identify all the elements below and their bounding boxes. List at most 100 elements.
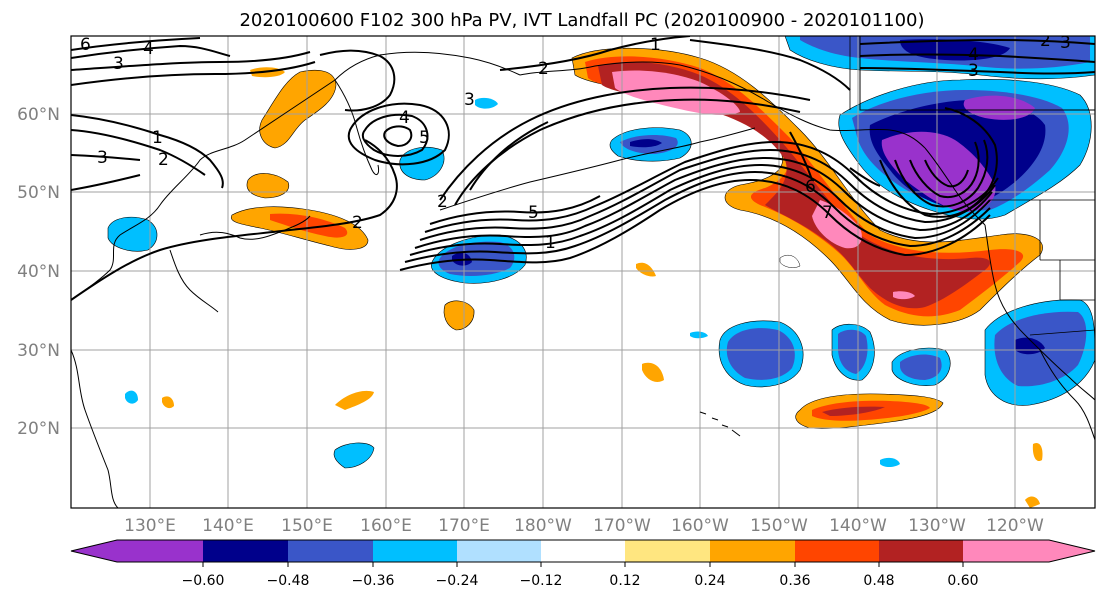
coastline-japan [199, 215, 311, 240]
pv-contour-wave-4 [414, 156, 993, 249]
positive-patch-small-2 [636, 262, 656, 277]
lat-label-20n: 20°N [17, 419, 60, 439]
pv-contour-ne-4 [789, 131, 813, 181]
pv-contour-2-nw [71, 61, 316, 86]
contour-label: 2 [352, 213, 363, 233]
pv-contour-trough-east-3 [909, 141, 980, 198]
longitude-labels: 130°E 140°E 150°E 160°E 170°E 180°W 170°… [124, 516, 1044, 536]
colorbar-segment [963, 540, 1049, 562]
pv-contour-1-west [71, 114, 224, 189]
pv-contour-ne-2 [859, 53, 1095, 63]
colorbar-tick-label: −0.60 [182, 573, 225, 589]
pv-contour-trough-east-2 [894, 139, 989, 208]
coastline-china [71, 349, 119, 508]
colorbar-tick-label: 0.24 [694, 573, 725, 589]
pv-contour-ne-3 [859, 67, 1095, 75]
figure-title: 2020100600 F102 300 hPa PV, IVT Landfall… [239, 10, 924, 31]
positive-patch-small-6 [1025, 496, 1040, 508]
colorbar-tick-label: 0.48 [863, 573, 894, 589]
negative-anomaly-small-c [880, 457, 900, 467]
pv-contour-4-nw [71, 44, 231, 59]
pv-contour-north-arc-5 [689, 39, 851, 91]
lat-label-50n: 50°N [17, 183, 60, 203]
pv-contour-north-arc-4 [499, 36, 691, 71]
contour-label: 3 [464, 90, 475, 110]
border-us-states [1039, 200, 1095, 301]
lon-label-170e: 170°E [438, 516, 490, 536]
colorbar-tick-label: −0.24 [436, 573, 479, 589]
map-frame [70, 35, 1096, 509]
contour-label: 6 [80, 35, 91, 55]
colorbar-segment [117, 540, 203, 562]
lat-label-30n: 30°N [17, 341, 60, 361]
positive-patch-small-5 [1032, 442, 1043, 462]
contour-label: 3 [97, 148, 108, 168]
coastline-west-us [984, 224, 1095, 401]
pv-contour-low-ring-2 [361, 113, 429, 157]
pv-contour-wave-5 [419, 148, 996, 241]
colorbar-segment [288, 540, 373, 562]
pv-contour-3-west [71, 154, 141, 161]
pv-contour-6-nw [71, 37, 201, 51]
lat-label-40n: 40°N [17, 262, 60, 282]
lat-label-60n: 60°N [17, 105, 60, 125]
contour-label: 2 [158, 150, 169, 170]
negative-anomaly-small-d [125, 390, 138, 404]
negative-anomaly-small-e [779, 255, 801, 268]
lon-label-150w: 150°W [750, 516, 808, 536]
pv-contour-wave-1 [399, 178, 991, 271]
negative-anomaly-small-a [333, 442, 375, 469]
contour-label: 1 [545, 233, 556, 253]
pv-contour-north-arc-3 [469, 121, 549, 191]
pv-contour-ne-1 [859, 38, 1095, 45]
lon-label-130e: 130°E [124, 516, 176, 536]
lon-label-160w: 160°W [671, 516, 729, 536]
positive-patch-small-4 [162, 396, 174, 409]
pv-contour-ne-5 [849, 167, 881, 187]
colorbar-min-extend [71, 540, 117, 562]
colorbar-tick-label: 0.12 [609, 573, 640, 589]
negative-anomaly-sub-3-inner [900, 354, 942, 380]
colorbar-tick-label: −0.36 [352, 573, 395, 589]
pv-contour-ridge-1 [319, 49, 396, 112]
lon-label-140e: 140°E [202, 516, 254, 536]
colorbar-segment [879, 540, 963, 562]
contour-labels: 6 4 3 1 2 3 4 5 2 5 1 2 3 2 1 4 3 6 7 2 … [80, 35, 1071, 253]
colorbar-max-extend [1049, 540, 1095, 562]
contour-label: 1 [650, 35, 661, 55]
coastlines [71, 36, 1095, 508]
pv-contour-north-arc-1 [439, 86, 811, 201]
pv-contours [71, 36, 1095, 301]
positive-patch-japan-east-inner [270, 213, 348, 238]
contour-label: 7 [822, 203, 833, 223]
contour-label: 5 [419, 128, 430, 148]
positive-patch-kamchatka [259, 69, 337, 149]
border-us-mexico [1029, 329, 1095, 336]
positive-band-subtropical-core [822, 406, 885, 416]
contour-label: 3 [113, 54, 124, 74]
pv-contour-2-west [71, 129, 206, 176]
pv-contour-wave-2 [404, 170, 991, 263]
colorbar-tick-label: 0.60 [947, 573, 978, 589]
coastline-asia [71, 54, 381, 301]
positive-anomaly-pink-south [812, 200, 862, 249]
colorbar-tick-label: 0.36 [779, 573, 810, 589]
coastline-chukotka [379, 51, 521, 76]
negative-anomaly-small-b [690, 331, 708, 339]
contour-label: 1 [152, 128, 163, 148]
colorbar-segment [710, 540, 795, 562]
pv-contour-wave-7 [429, 195, 601, 225]
colorbar-segment [457, 540, 541, 562]
lon-label-140w: 140°W [829, 516, 887, 536]
colorbar: −0.60 −0.48 −0.36 −0.24 −0.12 0.12 0.24 … [70, 539, 1096, 589]
pv-contour-trough-east-4 [924, 159, 969, 188]
positive-anomaly-darkred [598, 61, 990, 309]
coastline-alaska [519, 61, 926, 149]
positive-patch-small-1 [335, 390, 374, 410]
colorbar-tick-label: −0.12 [520, 573, 563, 589]
pv-contour-3-nw [71, 51, 311, 71]
colorbar-segment [795, 540, 879, 562]
negative-anomaly-bering-core [630, 139, 662, 148]
negative-anomaly-west [107, 216, 158, 252]
